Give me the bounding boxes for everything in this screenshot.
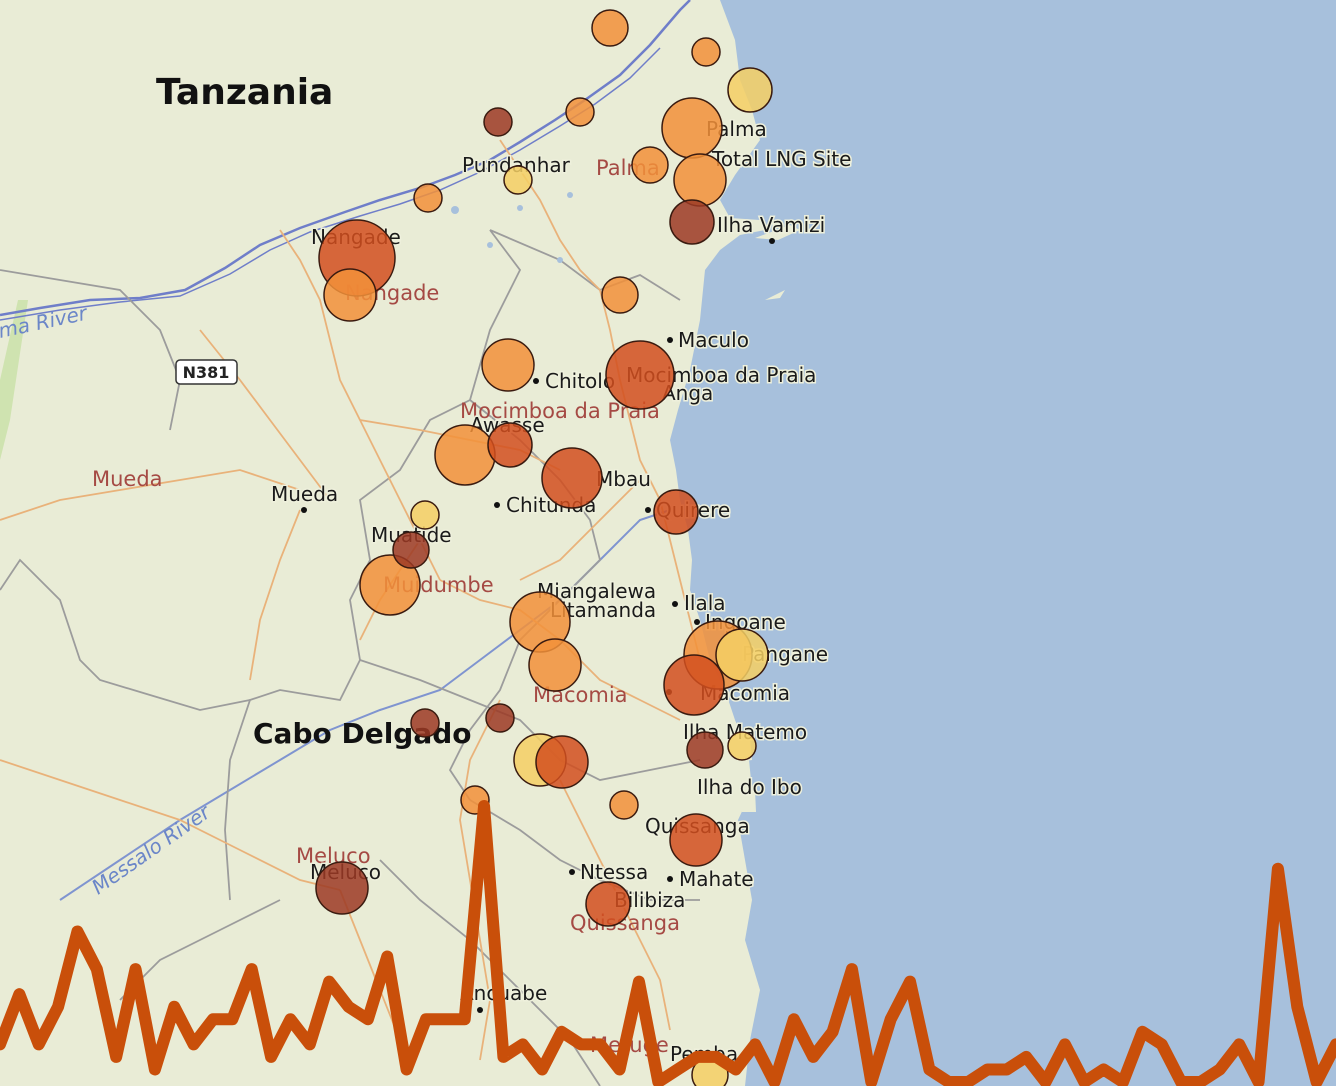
place-label: Mbau	[596, 467, 651, 491]
event-marker[interactable]	[323, 268, 377, 322]
event-marker[interactable]	[673, 153, 727, 207]
event-marker[interactable]	[605, 340, 675, 410]
place-label: Maculo	[678, 328, 749, 352]
place-label: Mueda	[271, 482, 338, 506]
event-marker[interactable]	[410, 500, 440, 530]
island-small	[765, 290, 785, 300]
lakes	[451, 192, 573, 263]
island-vamizi	[755, 225, 800, 240]
event-marker[interactable]	[691, 37, 721, 67]
event-marker[interactable]	[727, 731, 757, 761]
event-marker[interactable]	[434, 424, 496, 486]
event-marker[interactable]	[663, 654, 725, 716]
event-marker[interactable]	[601, 276, 639, 314]
place-label: Ilha Vamizi	[717, 213, 825, 237]
place-label: Mahate	[679, 867, 754, 891]
event-marker[interactable]	[481, 338, 535, 392]
event-marker[interactable]	[503, 165, 533, 195]
event-marker[interactable]	[392, 531, 430, 569]
island-ibo	[740, 790, 756, 812]
event-marker[interactable]	[686, 731, 724, 769]
place-label: Chitolo	[545, 369, 615, 393]
ocean	[670, 0, 1336, 1086]
place-label: Total LNG Site	[711, 147, 851, 171]
place-label: Ilala	[684, 591, 726, 615]
event-marker[interactable]	[669, 199, 715, 245]
event-marker[interactable]	[653, 489, 699, 535]
event-marker[interactable]	[535, 735, 589, 789]
country-label: Tanzania	[156, 72, 333, 113]
event-marker[interactable]	[661, 97, 723, 159]
event-marker[interactable]	[609, 790, 639, 820]
event-marker[interactable]	[727, 67, 773, 113]
border-river	[0, 0, 691, 317]
park-strip	[0, 300, 28, 460]
event-marker[interactable]	[413, 183, 443, 213]
event-marker[interactable]	[669, 813, 723, 867]
timeline-series-line	[0, 800, 1336, 1086]
district-label: Mueda	[92, 467, 163, 491]
event-marker[interactable]	[591, 9, 629, 47]
event-marker[interactable]	[528, 638, 582, 692]
road-shield: N381	[175, 359, 238, 385]
place-label: Ntessa	[580, 860, 648, 884]
event-marker[interactable]	[541, 447, 603, 509]
place-label: Ilha do Ibo	[697, 775, 802, 799]
event-marker[interactable]	[487, 422, 533, 468]
event-marker[interactable]	[359, 554, 421, 616]
svg-text:N381: N381	[183, 363, 230, 382]
event-marker[interactable]	[715, 628, 769, 682]
timeline-chart	[0, 800, 1336, 1086]
event-marker[interactable]	[565, 97, 595, 127]
event-marker[interactable]	[315, 861, 369, 915]
event-marker[interactable]	[631, 146, 669, 184]
event-marker[interactable]	[410, 708, 440, 738]
event-marker[interactable]	[485, 703, 515, 733]
event-marker[interactable]	[585, 881, 631, 927]
event-markers[interactable]	[315, 9, 773, 1086]
event-marker[interactable]	[483, 107, 513, 137]
